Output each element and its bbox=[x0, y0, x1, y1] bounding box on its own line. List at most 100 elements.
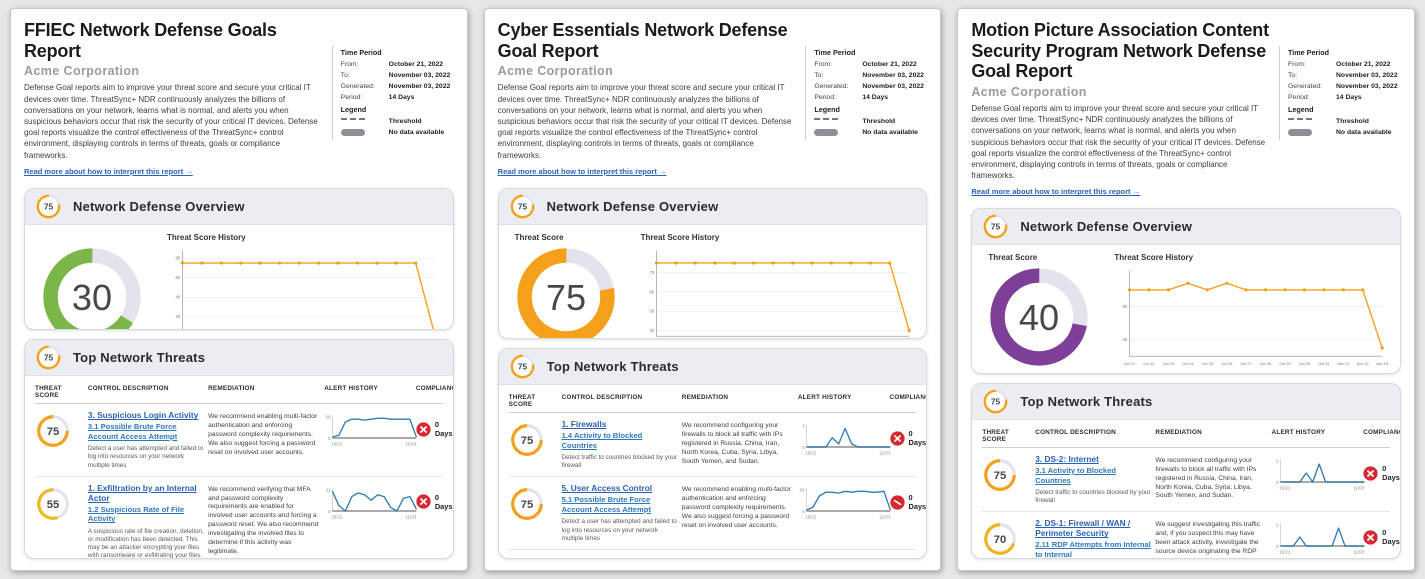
time-period-row: Generated: November 03, 2022 bbox=[340, 83, 451, 90]
report-title: FFIEC Network Defense Goals Report bbox=[24, 20, 277, 61]
svg-text:70: 70 bbox=[649, 270, 654, 275]
threat-table-row: 75 3. Suspicious Login Activity 3.1 Poss… bbox=[35, 404, 453, 477]
threats-section: 75 Top Network Threats THREAT SCORE CONT… bbox=[497, 348, 928, 559]
control-subtitle-link[interactable]: 5.1 Possible Brute Force Account Access … bbox=[561, 495, 651, 514]
company-name: Acme Corporation bbox=[497, 64, 614, 79]
no-data-pill-icon bbox=[814, 129, 839, 136]
overview-section-title: Network Defense Overview bbox=[1020, 219, 1193, 235]
svg-text:75: 75 bbox=[47, 426, 60, 438]
threat-score-label: Threat Score bbox=[988, 253, 1038, 263]
remediation-text: Block social media access to protect fro… bbox=[682, 557, 794, 558]
time-period-panel: Time Period From: October 21, 2022 To: Nov… bbox=[1279, 46, 1401, 140]
history-title: Threat Score History bbox=[167, 232, 246, 242]
svg-text:Nov 03: Nov 03 bbox=[1376, 362, 1388, 366]
svg-text:Oct 31: Oct 31 bbox=[1319, 362, 1330, 366]
time-period-row: From: October 21, 2022 bbox=[814, 61, 917, 68]
svg-text:Oct 21: Oct 21 bbox=[1124, 362, 1135, 366]
svg-text:20: 20 bbox=[326, 415, 332, 420]
svg-text:Oct 26: Oct 26 bbox=[1221, 362, 1232, 366]
svg-text:11/03: 11/03 bbox=[879, 515, 891, 520]
remediation-text: We recommend verifying that MFA and pass… bbox=[208, 485, 319, 555]
svg-text:11/03: 11/03 bbox=[1353, 486, 1365, 491]
time-period-title: Time Period bbox=[814, 48, 856, 57]
svg-text:80: 80 bbox=[176, 255, 181, 260]
control-title-link[interactable]: 1. Firewalls bbox=[561, 419, 607, 430]
threat-score-donut: 40 bbox=[988, 266, 1090, 368]
section-badge-gauge: 75 bbox=[509, 193, 536, 220]
threats-table-header: THREAT SCORE CONTROL DESCRIPTION REMEDIA… bbox=[35, 378, 453, 405]
report-header: Cyber Essentials Network Defense Goal Re… bbox=[498, 20, 928, 179]
alert-history-chart: 2 0 10/21 11/03 bbox=[1272, 455, 1368, 491]
threats-table-body: 75 3. Suspicious Login Activity 3.1 Poss… bbox=[35, 404, 453, 559]
svg-text:Oct 23: Oct 23 bbox=[1163, 362, 1174, 366]
report-page-cyber-essentials: Cyber Essentials Network Defense Goal Re… bbox=[483, 8, 942, 571]
compliance-days: 0 Days bbox=[908, 493, 927, 512]
control-description: A suspicious rate of file creation, dele… bbox=[87, 527, 204, 559]
svg-text:0: 0 bbox=[1276, 544, 1279, 549]
time-period-title: Time Period bbox=[1288, 48, 1330, 57]
section-badge-gauge: 75 bbox=[35, 344, 62, 371]
control-title-link[interactable]: 3. DS-2: Internet bbox=[1035, 454, 1099, 465]
svg-text:0: 0 bbox=[802, 445, 805, 450]
threat-score-gauge: 75 bbox=[982, 457, 1018, 493]
control-title-link[interactable]: 3. Suspicious Login Activity bbox=[87, 410, 199, 421]
threshold-dash-icon bbox=[814, 118, 839, 125]
svg-text:75: 75 bbox=[520, 435, 533, 447]
threats-table-header: THREAT SCORE CONTROL DESCRIPTION REMEDIA… bbox=[982, 422, 1400, 449]
history-chart: 60 40 Oct 21 Oct 22 Oct 23 Oct 24 Oct 25 Oct … bbox=[1114, 266, 1388, 370]
control-title-link[interactable]: 1. Exfiltration by an Internal Actor bbox=[87, 482, 197, 503]
svg-text:11: 11 bbox=[326, 487, 331, 492]
svg-text:20: 20 bbox=[799, 488, 805, 493]
control-subtitle-link[interactable]: 3.1 Activity to Blocked Countries bbox=[1035, 466, 1116, 485]
svg-text:11/03: 11/03 bbox=[406, 442, 418, 447]
overview-section: 75 Network Defense Overview Threat Score… bbox=[497, 187, 928, 340]
threats-section-title: Top Network Threats bbox=[73, 350, 206, 366]
slash-circle-icon bbox=[889, 495, 905, 510]
control-subtitle-link[interactable]: 2.11 RDP Attempts from Internal to Inter… bbox=[1035, 540, 1151, 559]
threat-score-gauge: 75 bbox=[509, 422, 545, 458]
threats-table-body: 75 1. Firewalls 1.4 Activity to Blocked … bbox=[508, 413, 926, 558]
control-title-link[interactable]: 5. User Access Control bbox=[561, 483, 653, 494]
threat-score-donut: 30 bbox=[41, 246, 143, 330]
svg-text:0: 0 bbox=[802, 509, 805, 514]
threats-section: 75 Top Network Threats THREAT SCORE CONT… bbox=[971, 383, 1402, 559]
read-more-link[interactable]: Read more about how to interpret this re… bbox=[971, 187, 1141, 197]
report-description: Defense Goal reports aim to improve your… bbox=[497, 83, 792, 160]
svg-text:60: 60 bbox=[649, 289, 654, 294]
svg-text:Oct 28: Oct 28 bbox=[1260, 362, 1271, 366]
threats-table-header: THREAT SCORE CONTROL DESCRIPTION REMEDIA… bbox=[508, 387, 926, 414]
control-title-link[interactable]: 1. Firewalls bbox=[562, 556, 678, 558]
legend-title: Legend bbox=[1288, 105, 1314, 114]
x-circle-icon bbox=[416, 494, 431, 509]
threats-section-title: Top Network Threats bbox=[546, 359, 679, 375]
compliance-days: 0 Days bbox=[434, 420, 453, 439]
alert-history-chart: 2 0 10/21 11/03 bbox=[1272, 519, 1368, 555]
no-data-pill-icon bbox=[1288, 129, 1313, 136]
remediation-text: We recommend enabling multi-factor authe… bbox=[681, 486, 791, 529]
control-subtitle-link[interactable]: 1.2 Suspicious Rate of File Activity bbox=[87, 504, 185, 524]
legend-row: Threshold bbox=[340, 118, 454, 125]
remediation-text: We suggest investigating this traffic an… bbox=[1155, 521, 1260, 558]
read-more-link[interactable]: Read more about how to interpret this re… bbox=[24, 166, 193, 176]
x-circle-icon bbox=[1363, 530, 1378, 545]
time-period-row: From: October 21, 2022 bbox=[1288, 61, 1391, 68]
overview-section-header: 75 Network Defense Overview bbox=[25, 188, 453, 225]
control-title-link[interactable]: 2. DS-1: Firewall / WAN / Perimeter Secu… bbox=[1035, 518, 1131, 539]
section-badge-gauge: 75 bbox=[982, 388, 1009, 415]
control-subtitle-link[interactable]: 3.1 Possible Brute Force Account Access … bbox=[87, 422, 178, 441]
legend-row: No data available bbox=[340, 129, 454, 136]
alert-history-chart: 20 0 10/21 11/03 bbox=[324, 411, 420, 447]
time-period-row: To: November 03, 2022 bbox=[340, 72, 451, 79]
report-header: Motion Picture Association Content Secur… bbox=[971, 20, 1401, 199]
svg-text:10/21: 10/21 bbox=[331, 442, 343, 447]
svg-text:Oct 22: Oct 22 bbox=[1144, 362, 1155, 366]
svg-text:70: 70 bbox=[994, 534, 1007, 546]
read-more-link[interactable]: Read more about how to interpret this re… bbox=[497, 166, 667, 176]
control-description: Detect a user has attempted and failed t… bbox=[87, 445, 204, 469]
history-title: Threat Score History bbox=[640, 232, 720, 242]
svg-text:40: 40 bbox=[649, 328, 654, 333]
control-subtitle-link[interactable]: 1.4 Activity to Blocked Countries bbox=[561, 431, 643, 450]
overview-section-title: Network Defense Overview bbox=[73, 198, 245, 214]
overview-section-header: 75 Network Defense Overview bbox=[972, 209, 1401, 246]
